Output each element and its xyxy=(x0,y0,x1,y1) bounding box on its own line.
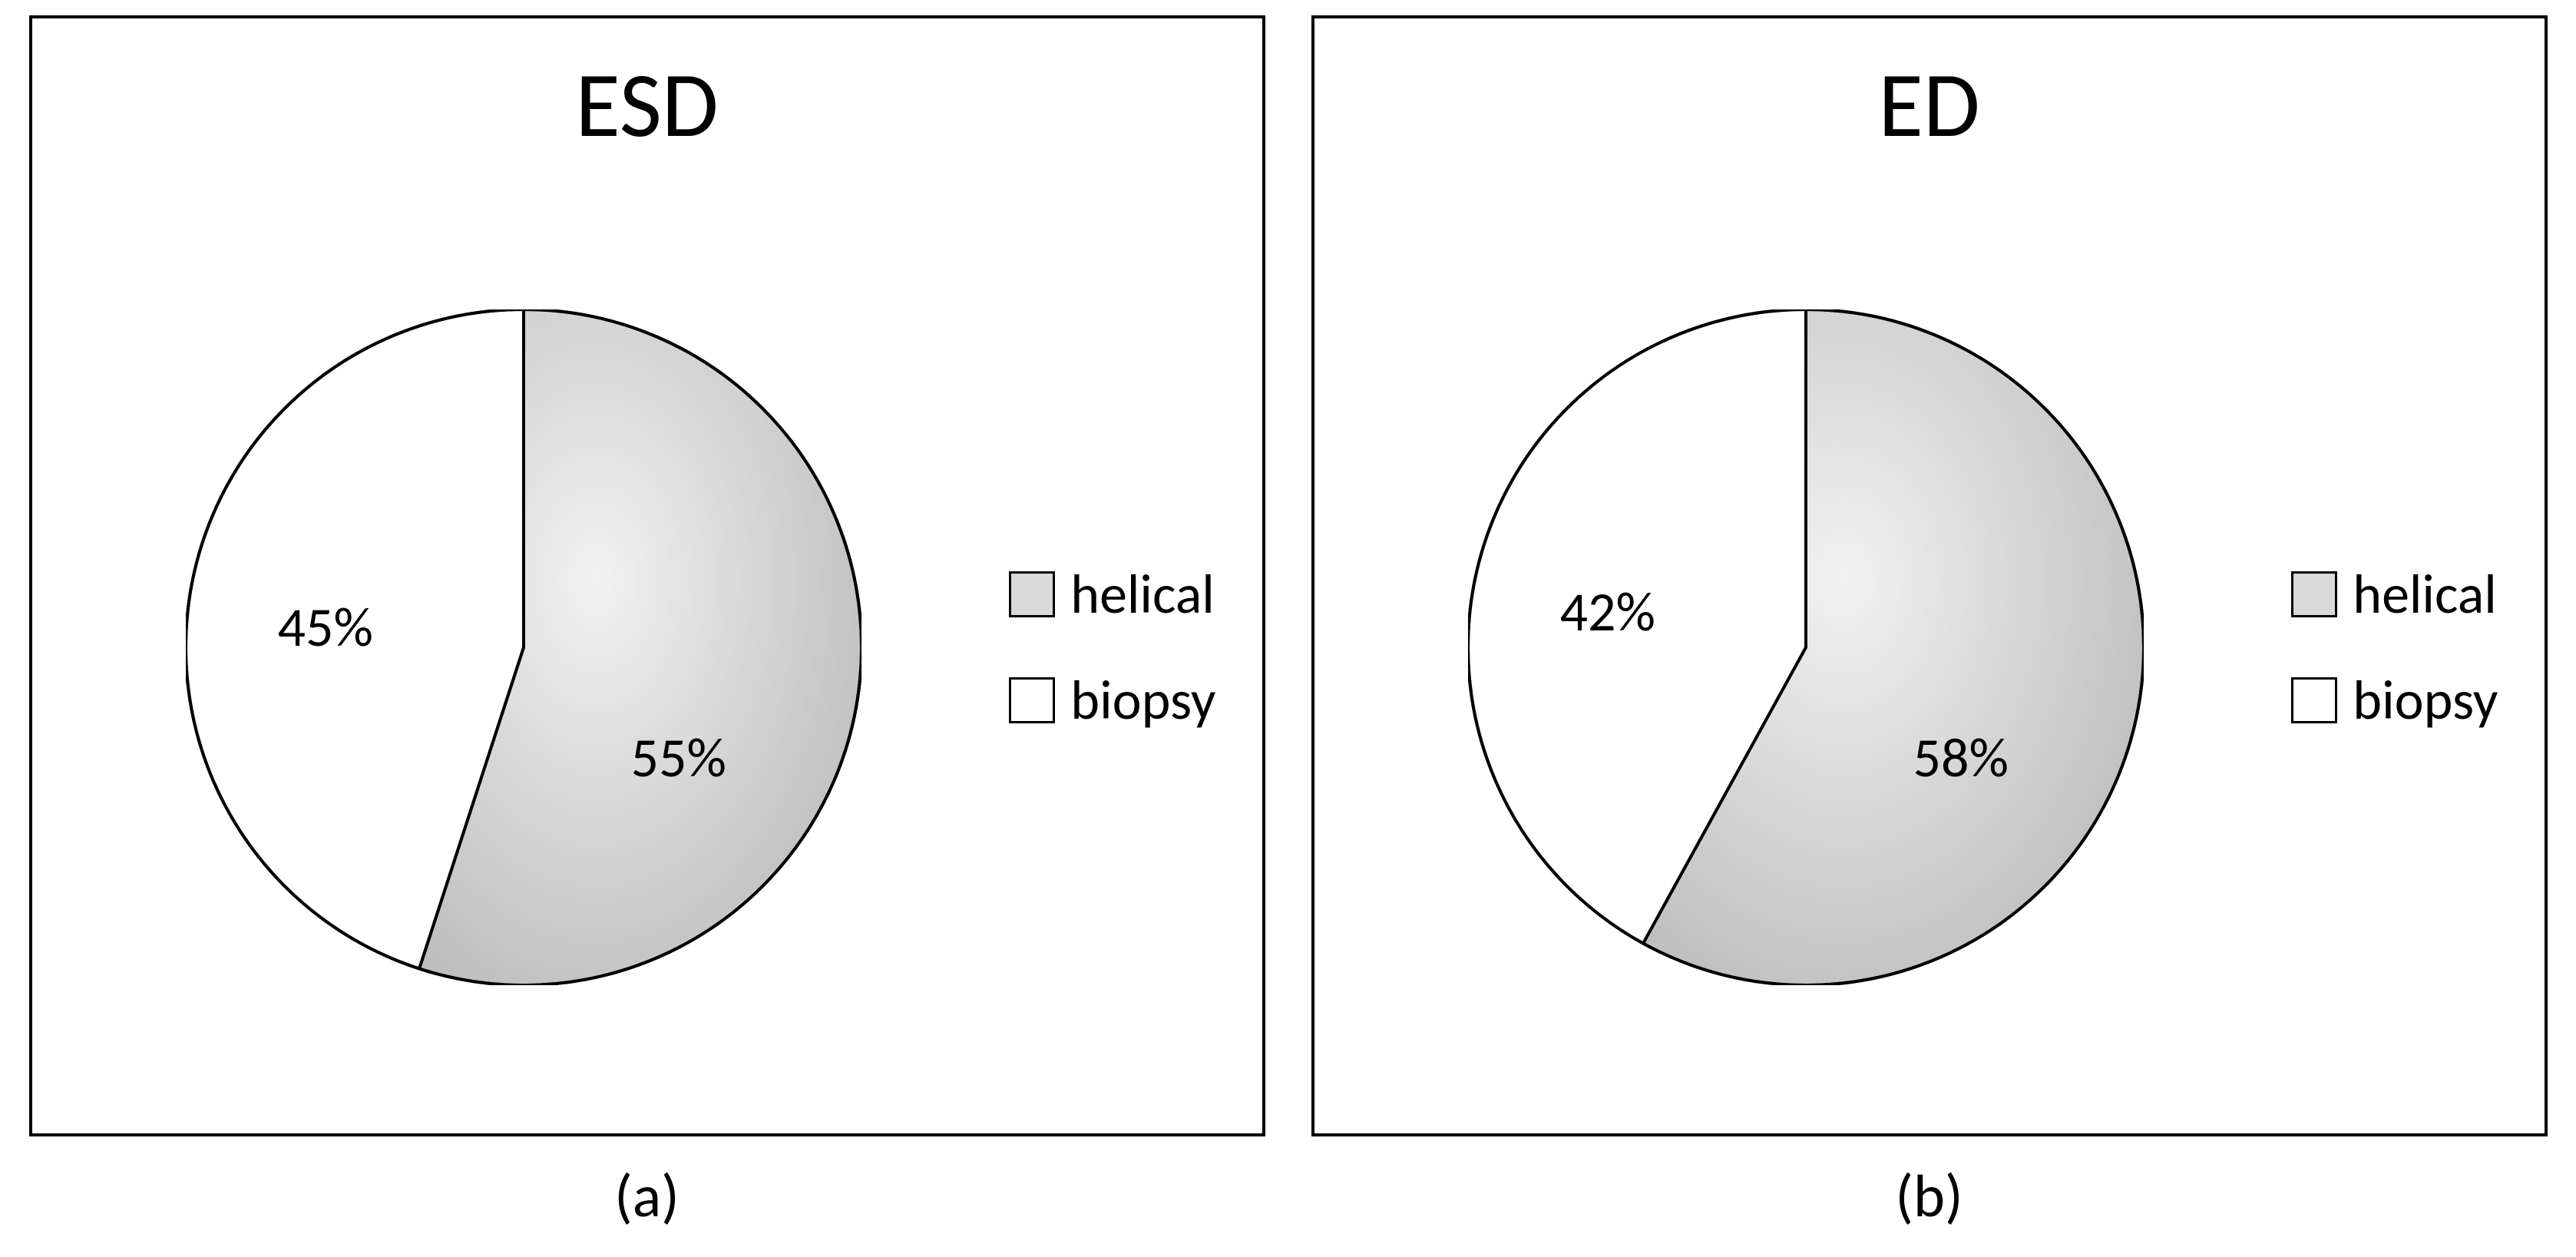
legend-label-biopsy-b: biopsy xyxy=(2353,667,2498,734)
panel-esd: ESD 55% 45% helical biopsy xyxy=(29,15,1265,1136)
panel-ed-chart-area: 58% 42% helical biopsy xyxy=(1314,161,2545,1133)
panel-ed-legend: helical biopsy xyxy=(2291,561,2498,734)
captions-row: (a) (b) xyxy=(15,1159,2561,1232)
panel-esd-label-biopsy: 45% xyxy=(278,594,373,661)
panel-ed-label-helical: 58% xyxy=(1913,724,2009,792)
panel-ed-pie xyxy=(1468,309,2144,985)
panel-esd-pie-wrap: 55% 45% xyxy=(186,309,861,985)
legend-row-biopsy-b: biopsy xyxy=(2291,667,2498,734)
legend-row-helical-b: helical xyxy=(2291,561,2498,628)
legend-swatch-biopsy xyxy=(1009,677,1055,723)
panel-ed-title: ED xyxy=(1878,49,1979,161)
panel-ed-pie-wrap: 58% 42% xyxy=(1468,309,2144,985)
panels-row: ESD 55% 45% helical biopsy ED xyxy=(15,15,2561,1136)
legend-row-helical: helical xyxy=(1009,561,1215,628)
legend-label-biopsy: biopsy xyxy=(1070,667,1215,734)
caption-a: (a) xyxy=(29,1159,1265,1232)
legend-swatch-biopsy-b xyxy=(2291,677,2337,723)
caption-b: (b) xyxy=(1311,1159,2548,1232)
panel-esd-chart-area: 55% 45% helical biopsy xyxy=(32,161,1262,1133)
panel-esd-title: ESD xyxy=(575,49,718,161)
panel-ed: ED 58% 42% helical biopsy xyxy=(1311,15,2548,1136)
panel-ed-label-biopsy: 42% xyxy=(1560,578,1655,646)
legend-swatch-helical-b xyxy=(2291,571,2337,617)
panel-esd-legend: helical biopsy xyxy=(1009,561,1215,734)
legend-row-biopsy: biopsy xyxy=(1009,667,1215,734)
legend-label-helical-b: helical xyxy=(2353,561,2497,628)
panel-esd-label-helical: 55% xyxy=(631,724,726,792)
legend-swatch-helical xyxy=(1009,571,1055,617)
legend-label-helical: helical xyxy=(1070,561,1215,628)
